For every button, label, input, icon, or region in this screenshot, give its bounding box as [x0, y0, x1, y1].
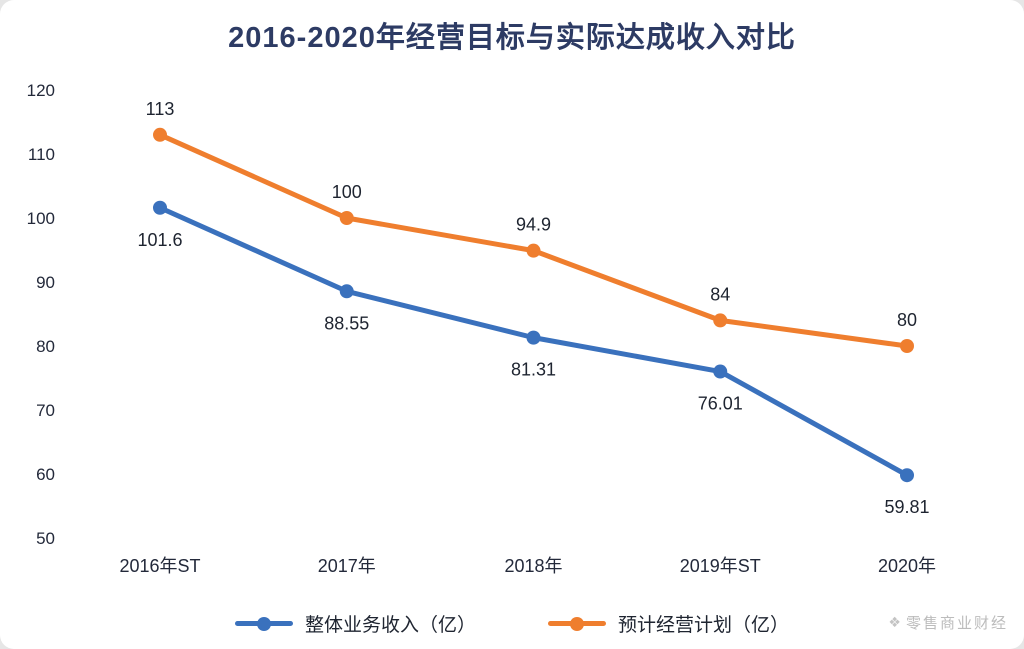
watermark-logo-icon: ❖	[888, 614, 901, 630]
legend-item-planned-revenue: 预计经营计划（亿）	[548, 610, 789, 637]
watermark-text: 零售商业财经	[905, 615, 1008, 632]
y-axis-tick-label: 90	[36, 273, 55, 292]
data-point-marker	[153, 127, 167, 142]
data-point-value-label: 94.9	[516, 215, 551, 235]
data-point-marker	[526, 330, 541, 345]
legend-label-actual-revenue: 整体业务收入（亿）	[304, 615, 476, 636]
y-axis-tick-label: 120	[27, 81, 55, 100]
data-point-value-label: 76.01	[698, 394, 743, 414]
data-point-value-label: 100	[332, 182, 362, 202]
data-point-value-label: 113	[146, 99, 175, 119]
x-axis-category-label: 2019年ST	[680, 556, 761, 576]
legend-marker-blue-line-icon	[234, 621, 293, 626]
data-point-value-label: 81.31	[511, 360, 556, 380]
x-axis-category-label: 2017年	[318, 556, 376, 576]
data-point-value-label: 80	[897, 310, 917, 330]
data-point-marker	[153, 200, 167, 215]
y-axis-tick-label: 110	[28, 145, 55, 164]
chart-title: 2016-2020年经营目标与实际达成收入对比	[228, 22, 796, 54]
data-point-marker	[339, 211, 354, 225]
data-point-value-label: 88.55	[324, 313, 369, 333]
legend-item-actual-revenue: 整体业务收入（亿）	[234, 610, 476, 637]
data-point-marker	[713, 313, 728, 328]
data-point-marker	[900, 468, 914, 483]
y-axis-tick-label: 100	[27, 209, 55, 228]
x-axis-category-label: 2016年ST	[119, 556, 200, 576]
data-point-marker	[339, 284, 354, 299]
y-axis-tick-label: 60	[36, 465, 55, 484]
data-point-value-label: 59.81	[884, 497, 929, 517]
data-point-value-label: 101.6	[137, 230, 182, 250]
data-point-marker	[526, 243, 541, 258]
data-point-value-label: 84	[710, 284, 730, 304]
series-line	[157, 132, 910, 349]
x-axis-category-label: 2020年	[878, 556, 936, 576]
y-axis-tick-label: 80	[36, 337, 55, 356]
legend-marker-orange-line-icon	[548, 621, 606, 626]
y-axis-tick-label: 70	[36, 401, 55, 420]
chart-legend: 整体业务收入（亿） 预计经营计划（亿）	[0, 610, 1024, 637]
y-axis-tick-label: 50	[36, 529, 55, 548]
watermark: ❖ 零售商业财经	[888, 612, 1008, 633]
data-point-marker	[900, 339, 914, 353]
x-axis-category-label: 2018年	[504, 556, 562, 576]
legend-label-planned-revenue: 预计经营计划（亿）	[618, 615, 790, 636]
data-point-marker	[713, 364, 728, 379]
